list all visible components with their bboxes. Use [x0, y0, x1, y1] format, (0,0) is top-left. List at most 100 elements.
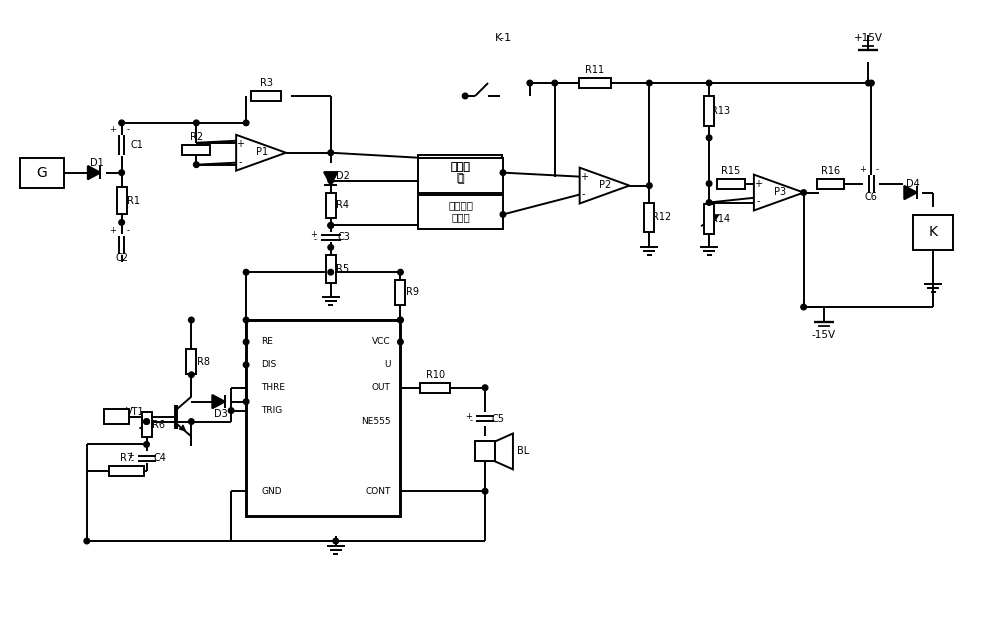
- Text: BL: BL: [517, 447, 529, 457]
- Bar: [142, 412, 152, 437]
- Text: R2: R2: [190, 132, 203, 142]
- Text: R14: R14: [711, 215, 731, 224]
- Bar: [186, 349, 196, 375]
- Bar: [418, 194, 503, 229]
- Text: K-1: K-1: [495, 33, 512, 43]
- Text: R8: R8: [197, 357, 210, 367]
- Text: +: +: [859, 164, 866, 174]
- Text: -: -: [876, 164, 879, 174]
- Circle shape: [500, 170, 506, 175]
- Polygon shape: [236, 135, 286, 171]
- Text: D4: D4: [906, 178, 920, 189]
- Text: R11: R11: [585, 65, 604, 75]
- Text: 非线性补: 非线性补: [448, 201, 473, 210]
- Text: C4: C4: [153, 454, 166, 463]
- Text: -: -: [126, 125, 129, 134]
- Circle shape: [866, 80, 871, 86]
- Circle shape: [482, 489, 488, 494]
- Text: TRIG: TRIG: [261, 406, 282, 415]
- Circle shape: [552, 80, 558, 86]
- Circle shape: [243, 339, 249, 345]
- Text: K: K: [929, 225, 938, 240]
- Text: G: G: [37, 166, 47, 180]
- Text: R13: R13: [711, 106, 731, 116]
- Circle shape: [801, 190, 806, 196]
- Text: C2: C2: [115, 254, 128, 263]
- Circle shape: [189, 419, 194, 424]
- Text: P1: P1: [256, 147, 268, 157]
- Bar: [644, 203, 654, 233]
- Bar: [420, 383, 450, 392]
- Circle shape: [706, 80, 712, 86]
- Circle shape: [527, 80, 533, 86]
- Polygon shape: [495, 434, 513, 469]
- Circle shape: [398, 339, 403, 345]
- Text: 路: 路: [457, 174, 464, 184]
- Text: -: -: [314, 235, 317, 245]
- Circle shape: [189, 317, 194, 323]
- Circle shape: [706, 135, 712, 141]
- Bar: [579, 78, 611, 88]
- Circle shape: [194, 162, 199, 168]
- Circle shape: [869, 80, 874, 86]
- Text: THRE: THRE: [261, 383, 285, 392]
- Text: U: U: [384, 361, 390, 369]
- Circle shape: [328, 222, 334, 228]
- Bar: [20, 158, 64, 187]
- Text: 偿电路: 偿电路: [451, 213, 470, 222]
- Text: -: -: [582, 190, 585, 199]
- Circle shape: [119, 170, 124, 175]
- Text: +15V: +15V: [854, 33, 883, 43]
- Text: P2: P2: [599, 180, 612, 190]
- Text: VCC: VCC: [372, 338, 390, 347]
- Circle shape: [398, 317, 403, 323]
- Polygon shape: [88, 166, 100, 180]
- Text: R12: R12: [652, 213, 671, 222]
- Text: 偏置电
路: 偏置电 路: [450, 162, 470, 183]
- Bar: [251, 91, 281, 101]
- Bar: [326, 193, 336, 218]
- Bar: [418, 155, 502, 190]
- Bar: [246, 320, 400, 516]
- Circle shape: [647, 80, 652, 86]
- Circle shape: [706, 181, 712, 187]
- Text: P3: P3: [774, 187, 786, 197]
- Bar: [475, 441, 495, 461]
- Circle shape: [328, 178, 334, 183]
- Text: RE: RE: [261, 338, 273, 347]
- Circle shape: [482, 385, 488, 390]
- Text: +: +: [109, 226, 116, 235]
- Text: DIS: DIS: [261, 361, 276, 369]
- Text: -: -: [238, 157, 242, 167]
- Text: R6: R6: [152, 420, 165, 429]
- Circle shape: [243, 362, 249, 368]
- Text: +: +: [109, 125, 116, 134]
- Circle shape: [398, 269, 403, 275]
- Text: VT1: VT1: [126, 406, 145, 417]
- Circle shape: [500, 211, 506, 217]
- Text: R15: R15: [721, 166, 741, 176]
- Circle shape: [801, 304, 806, 310]
- Text: R5: R5: [336, 264, 349, 274]
- Circle shape: [144, 441, 149, 447]
- Text: -15V: -15V: [812, 330, 836, 340]
- Text: C1: C1: [130, 140, 143, 150]
- Circle shape: [462, 93, 468, 99]
- Bar: [395, 280, 405, 304]
- Text: NE555: NE555: [361, 417, 390, 426]
- Circle shape: [119, 220, 124, 225]
- Text: C5: C5: [492, 413, 505, 424]
- Circle shape: [84, 538, 90, 544]
- Circle shape: [333, 538, 339, 544]
- Text: R4: R4: [336, 201, 349, 210]
- Circle shape: [328, 150, 334, 155]
- Text: -: -: [469, 417, 472, 426]
- Bar: [117, 187, 127, 215]
- Text: R16: R16: [821, 166, 840, 176]
- Bar: [704, 204, 714, 234]
- Bar: [182, 145, 210, 155]
- Text: -: -: [756, 196, 760, 206]
- Text: -: -: [126, 226, 129, 235]
- Circle shape: [243, 317, 249, 323]
- Polygon shape: [904, 186, 917, 199]
